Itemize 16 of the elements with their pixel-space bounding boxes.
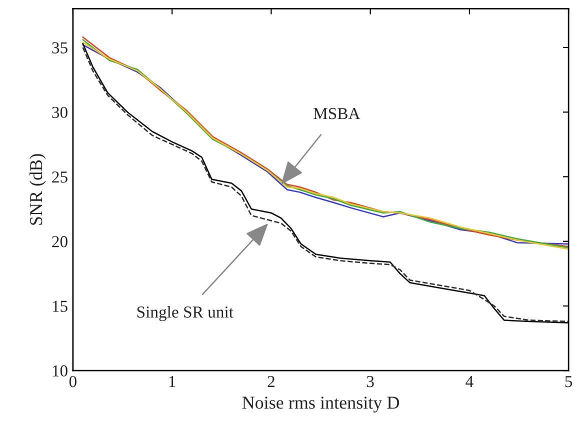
y-tick-label: 10 [52,365,68,377]
y-tick-label: 20 [52,236,68,248]
annotation: Single SR unit [137,306,234,322]
x-axis-title: Noise rms intensity D [242,396,400,413]
x-tick-label: 3 [366,376,374,388]
x-tick-label: 0 [69,376,76,388]
x-tick-label: 1 [169,376,176,388]
y-axis-title: SNR (dB) [29,154,46,225]
y-tick-label: 30 [52,106,68,118]
y-tick-label: 15 [52,300,68,312]
x-tick-label: 5 [565,376,572,388]
x-tick-label: 2 [268,376,274,388]
annotation: MSBA [314,108,360,120]
x-tick-label: 4 [466,376,474,388]
y-tick-label: 35 [52,42,68,54]
y-tick-label: 25 [52,171,68,183]
